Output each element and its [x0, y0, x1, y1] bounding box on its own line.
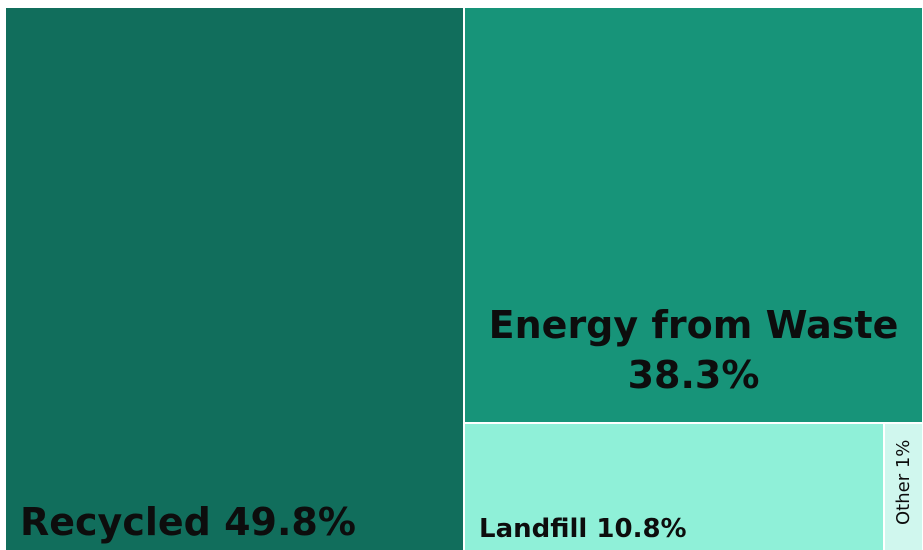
label-energy-value: 38.3% — [627, 353, 760, 397]
label-energy-name: Energy from Waste — [488, 303, 899, 347]
label-landfill: Landfill 10.8% — [479, 514, 687, 544]
tile-other: Other 1% — [885, 424, 922, 550]
label-energy-from-waste: Energy from Waste 38.3% — [465, 300, 922, 400]
tile-recycled: Recycled 49.8% — [6, 8, 463, 550]
tile-energy-from-waste: Energy from Waste 38.3% — [465, 8, 922, 422]
label-recycled: Recycled 49.8% — [20, 500, 356, 544]
treemap-chart: Recycled 49.8% Energy from Waste 38.3% L… — [6, 8, 922, 550]
label-other: Other 1% — [892, 439, 914, 525]
tile-landfill: Landfill 10.8% — [465, 424, 883, 550]
